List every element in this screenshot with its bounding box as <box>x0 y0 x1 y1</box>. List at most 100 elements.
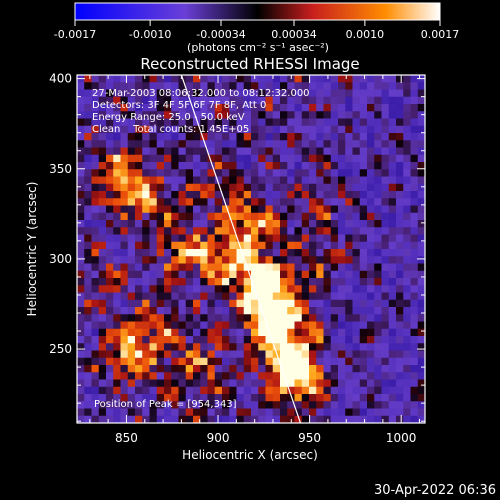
heatmap-cell <box>127 278 136 286</box>
heatmap-cell <box>229 183 237 192</box>
heatmap-cell <box>251 191 259 199</box>
heatmap-cell <box>127 299 136 308</box>
heatmap-cell <box>388 350 397 359</box>
heatmap-cell <box>127 162 136 170</box>
heatmap-cell <box>381 336 390 344</box>
heatmap-cell <box>127 285 136 293</box>
heatmap-cell <box>236 408 245 417</box>
heatmap-cell <box>214 285 223 293</box>
heatmap-cell <box>120 133 129 141</box>
heatmap-cell <box>127 133 136 141</box>
heatmap-cell <box>359 386 368 395</box>
heatmap-cell <box>156 75 165 83</box>
heatmap-cell <box>156 169 165 177</box>
heatmap-cell <box>388 241 397 250</box>
heatmap-cell <box>236 205 245 214</box>
heatmap-cell <box>272 328 281 337</box>
heatmap-cell <box>120 343 129 351</box>
heatmap-cell <box>309 408 317 417</box>
heatmap-cell <box>323 183 332 192</box>
heatmap-cell <box>251 263 259 272</box>
heatmap-cell <box>106 198 114 206</box>
heatmap-cell <box>185 386 194 395</box>
heatmap-cell <box>91 82 100 90</box>
heatmap-cell <box>236 227 245 235</box>
heatmap-cell <box>330 212 339 221</box>
heatmap-cell <box>229 140 237 148</box>
heatmap-cell <box>309 220 317 228</box>
heatmap-cell <box>309 205 317 214</box>
heatmap-cell <box>265 350 274 359</box>
heatmap-cell <box>381 89 390 98</box>
heatmap-cell <box>338 104 346 112</box>
heatmap-cell <box>301 292 310 301</box>
heatmap-cell <box>352 408 361 417</box>
heatmap-cell <box>265 256 274 264</box>
heatmap-cell <box>396 125 404 134</box>
heatmap-cell <box>200 133 208 141</box>
heatmap-cell <box>193 125 201 134</box>
heatmap-cell <box>142 234 150 243</box>
heatmap-cell <box>77 314 85 322</box>
heatmap-cell <box>113 263 121 272</box>
heatmap-cell <box>142 307 150 315</box>
heatmap-cell <box>98 278 107 286</box>
heatmap-cell <box>388 307 397 315</box>
heatmap-cell <box>294 343 303 351</box>
heatmap-cell <box>98 357 107 366</box>
heatmap-cell <box>207 328 216 337</box>
heatmap-cell <box>330 278 339 286</box>
heatmap-cell <box>200 394 208 402</box>
heatmap-cell <box>127 336 136 344</box>
heatmap-cell <box>171 227 179 235</box>
heatmap-cell <box>106 314 114 322</box>
heatmap-cell <box>272 96 281 105</box>
heatmap-cell <box>156 220 165 228</box>
heatmap-cell <box>243 147 252 156</box>
heatmap-cell <box>287 220 295 228</box>
heatmap-cell <box>374 227 382 235</box>
heatmap-cell <box>178 220 187 228</box>
heatmap-cell <box>142 357 150 366</box>
heatmap-cell <box>330 220 339 228</box>
heatmap-cell <box>113 198 121 206</box>
heatmap-cell <box>352 285 361 293</box>
heatmap-cell <box>316 328 324 337</box>
heatmap-cell <box>193 278 201 286</box>
heatmap-cell <box>127 307 136 315</box>
heatmap-cell <box>403 350 411 359</box>
heatmap-cell <box>338 299 346 308</box>
heatmap-cell <box>345 285 353 293</box>
heatmap-cell <box>316 75 324 83</box>
heatmap-cell <box>388 314 397 322</box>
heatmap-cell <box>127 89 136 98</box>
heatmap-cell <box>142 82 150 90</box>
heatmap-cell <box>352 111 361 119</box>
heatmap-cell <box>301 299 310 308</box>
heatmap-cell <box>243 357 252 366</box>
heatmap-cell <box>359 285 368 293</box>
heatmap-cell <box>84 198 92 206</box>
heatmap-cell <box>229 270 237 279</box>
heatmap-cell <box>294 408 303 417</box>
heatmap-cell <box>294 212 303 221</box>
heatmap-cell <box>396 111 404 119</box>
heatmap-cell <box>388 394 397 402</box>
heatmap-cell <box>359 415 368 423</box>
heatmap-cell <box>222 394 230 402</box>
heatmap-cell <box>251 394 259 402</box>
heatmap-cell <box>323 147 332 156</box>
heatmap-cell <box>142 343 150 351</box>
heatmap-cell <box>410 336 419 344</box>
heatmap-cell <box>251 372 259 380</box>
heatmap-cell <box>106 270 114 279</box>
heatmap-cell <box>142 176 150 185</box>
heatmap-cell <box>330 365 339 373</box>
heatmap-cell <box>258 263 266 272</box>
heatmap-cell <box>367 263 375 272</box>
heatmap-cell <box>98 328 107 337</box>
heatmap-cell <box>345 125 353 134</box>
heatmap-cell <box>236 191 245 199</box>
heatmap-cell <box>156 292 165 301</box>
heatmap-cell <box>280 285 288 293</box>
